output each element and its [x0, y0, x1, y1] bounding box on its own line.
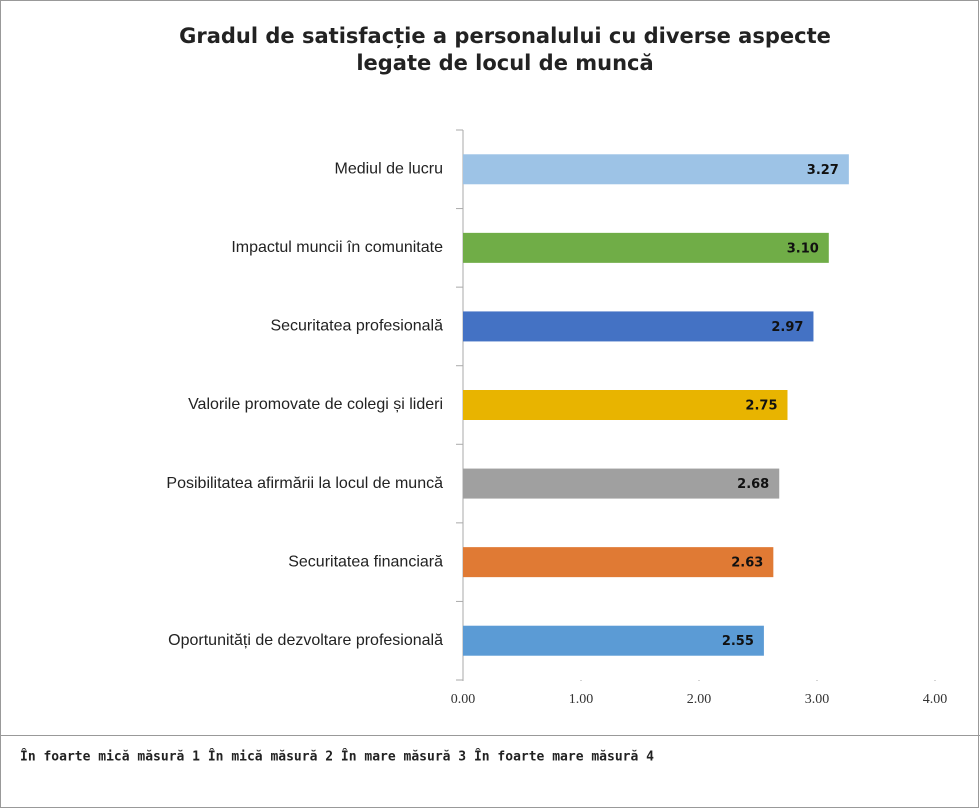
data-label: 2.97: [771, 320, 803, 335]
chart-title: Gradul de satisfacție a personalului cu …: [179, 24, 831, 49]
bar: [463, 468, 780, 499]
x-tick-label: 3.00: [805, 692, 830, 707]
bar: [463, 311, 814, 342]
x-tick-label: 0.00: [451, 692, 476, 707]
bar: [463, 547, 774, 578]
x-tick-label: 4.00: [923, 692, 948, 707]
y-tick-label: Impactul muncii în comunitate: [231, 239, 443, 256]
data-label: 3.10: [787, 241, 819, 256]
data-label: 2.75: [745, 399, 777, 414]
y-tick-label: Oportunități de dezvoltare profesională: [168, 632, 443, 649]
y-tick-label: Posibilitatea afirmării la locul de munc…: [166, 475, 443, 492]
bar: [463, 625, 764, 656]
data-label: 2.63: [731, 556, 763, 571]
x-tick-label: 1.00: [569, 692, 594, 707]
data-label: 2.68: [737, 477, 769, 492]
chart-title: legate de locul de muncă: [356, 51, 653, 75]
data-label: 3.27: [807, 163, 839, 178]
y-tick-label: Valorile promovate de colegi și lideri: [188, 396, 443, 413]
bar: [463, 232, 829, 263]
data-label: 2.55: [722, 634, 754, 649]
bar: [463, 390, 788, 420]
y-tick-label: Securitatea profesională: [270, 318, 443, 335]
y-tick-label: Securitatea financiară: [288, 553, 443, 570]
y-tick-label: Mediul de lucru: [335, 161, 444, 178]
bar: [463, 154, 849, 185]
footnote: În foarte mică măsură 1 În mică măsură 2…: [20, 749, 654, 765]
x-tick-label: 2.00: [687, 692, 712, 707]
